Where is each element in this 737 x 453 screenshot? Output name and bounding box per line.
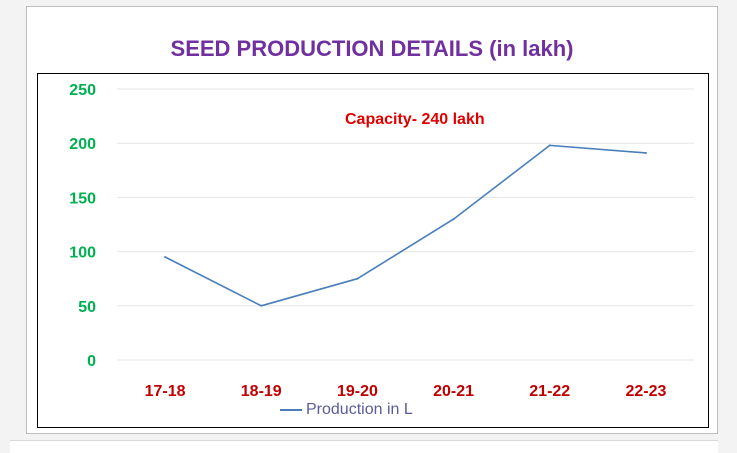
capacity-annotation: Capacity- 240 lakh: [345, 111, 485, 128]
bottom-strip: [10, 440, 718, 453]
data-point: [260, 304, 263, 307]
y-tick-label: 250: [69, 82, 96, 99]
series-line-0: [164, 144, 646, 307]
x-tick-label: 22-23: [625, 383, 666, 400]
data-point: [356, 277, 359, 280]
x-tick-label: 21-22: [529, 383, 570, 400]
x-tick-label: 20-21: [433, 383, 474, 400]
x-tick-label: 19-20: [337, 383, 378, 400]
chart-title: SEED PRODUCTION DETAILS (in lakh): [170, 36, 574, 61]
x-tick-label: 18-19: [241, 383, 282, 400]
y-tick-label: 50: [78, 299, 96, 316]
legend-label: Production in L: [306, 401, 413, 418]
y-tick-label: 200: [69, 136, 96, 153]
x-tick-label: 17-18: [145, 383, 186, 400]
data-point: [548, 144, 551, 147]
y-tick-label: 150: [69, 190, 96, 207]
data-point: [164, 256, 167, 259]
data-point: [644, 151, 647, 154]
data-point: [452, 218, 455, 221]
y-tick-label: 100: [69, 245, 96, 262]
chart-card: [26, 6, 718, 434]
y-tick-label: 0: [87, 353, 96, 370]
legend-line-swatch: [280, 409, 302, 411]
legend: Production in L: [280, 400, 413, 420]
plot-frame: [37, 73, 709, 428]
